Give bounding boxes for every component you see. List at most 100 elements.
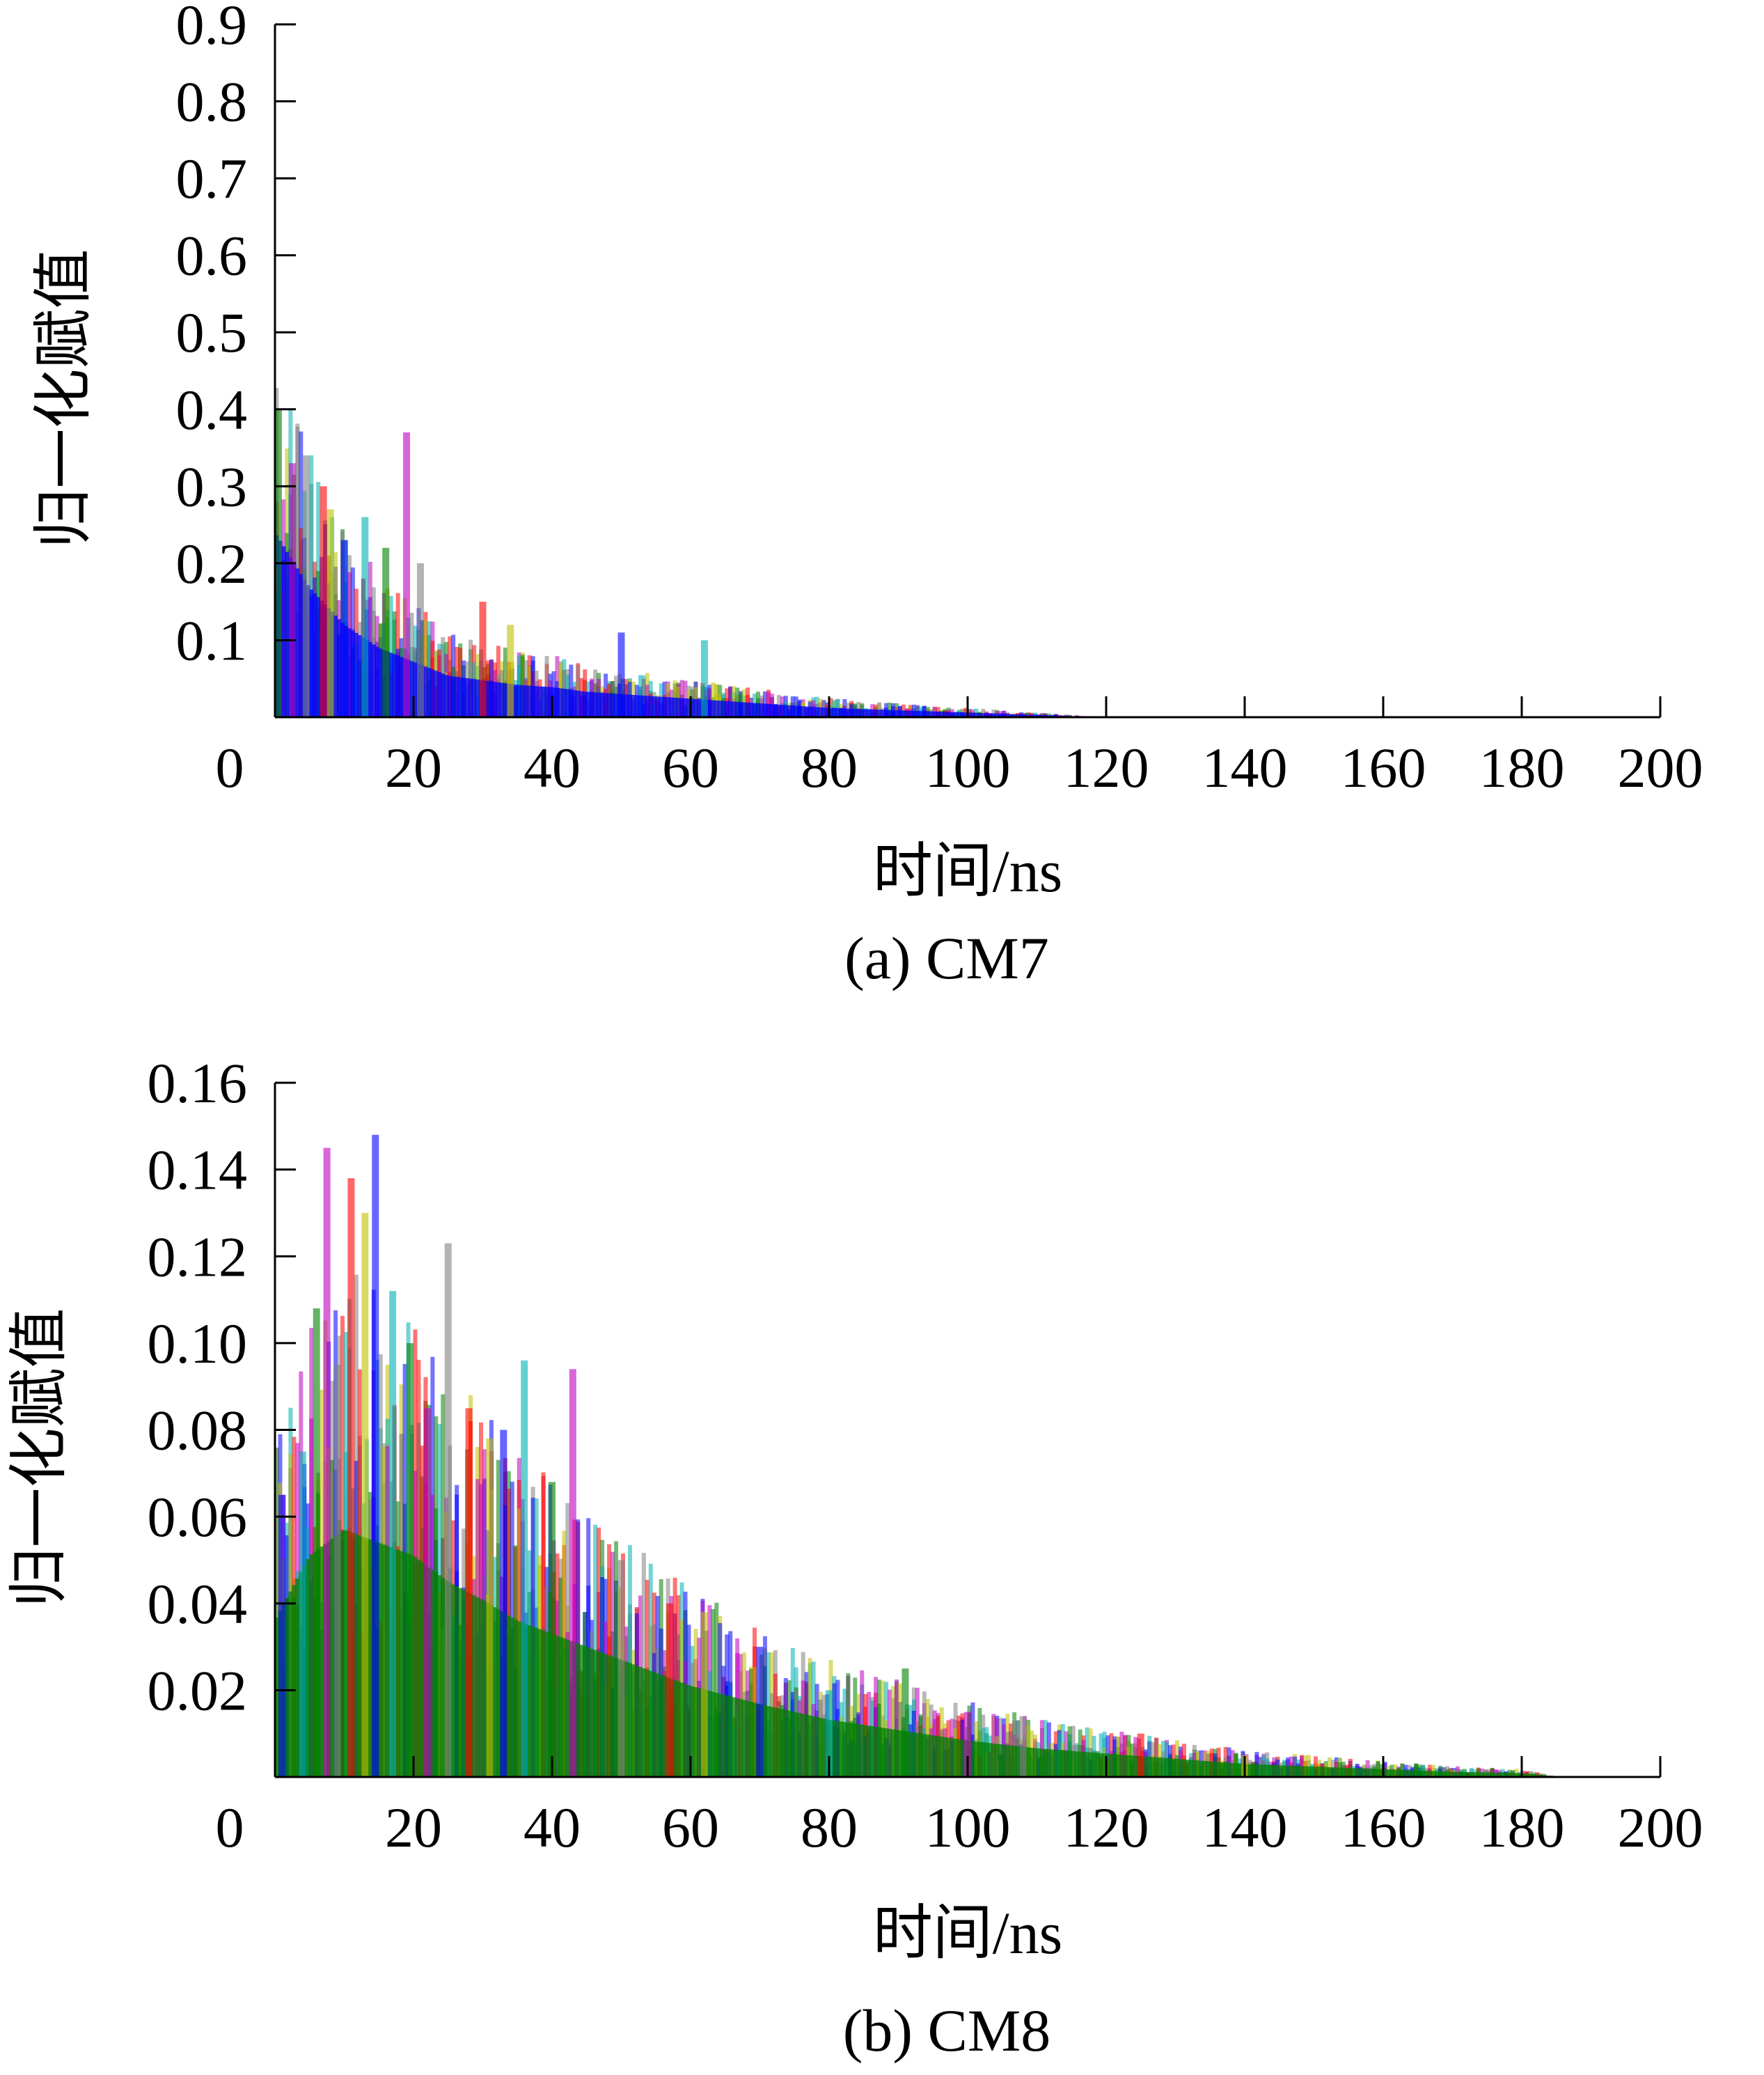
impulse-base-bar <box>659 696 663 717</box>
impulse-base-bar <box>600 693 605 717</box>
impulse-bar <box>544 656 549 717</box>
impulse-base-bar <box>897 1730 902 1777</box>
x-tick-label: 0 <box>216 736 244 799</box>
impulse-base-bar <box>462 678 466 717</box>
impulse-base-bar <box>655 696 660 717</box>
impulse-base-bar <box>895 710 899 717</box>
impulse-base-bar <box>1119 1755 1124 1777</box>
impulse-bar <box>1039 1720 1044 1777</box>
impulse-peak <box>617 632 625 717</box>
impulse-base-bar <box>943 1737 947 1777</box>
impulse-base-bar <box>1174 1759 1179 1777</box>
impulse-base-bar <box>1223 1762 1228 1777</box>
impulse-peak <box>700 1612 708 1777</box>
impulse-base-bar <box>641 695 646 717</box>
impulse-base-bar <box>939 1737 944 1777</box>
impulse-base-bar <box>666 697 670 717</box>
impulse-base-bar <box>1012 714 1017 717</box>
impulse-base-bar <box>648 1670 653 1777</box>
impulse-base-bar <box>676 1681 681 1777</box>
impulse-base-bar <box>1362 1768 1367 1777</box>
impulse-peak <box>361 517 369 717</box>
impulse-base-bar <box>576 690 581 717</box>
impulse-base-bar <box>686 698 691 717</box>
impulse-base-bar <box>1393 1769 1398 1777</box>
impulse-base-bar <box>832 1720 837 1777</box>
impulse-base-bar <box>645 696 649 717</box>
impulse-base-bar <box>1327 1767 1332 1777</box>
impulse-base-bar <box>1303 1766 1308 1777</box>
impulse-base-bar <box>856 709 861 717</box>
impulse-bar <box>842 698 847 717</box>
impulse-base-bar <box>749 703 754 717</box>
x-tick-label: 180 <box>1479 736 1565 799</box>
impulse-base-bar <box>583 691 588 717</box>
y-tick-label: 0.06 <box>148 1485 248 1549</box>
impulse-base-bar <box>1497 1772 1502 1777</box>
impulse-base-bar <box>340 1530 345 1777</box>
impulse-base-bar <box>839 1721 844 1777</box>
impulse-base-bar <box>981 1742 986 1777</box>
impulse-base-bar <box>569 689 574 717</box>
impulse-base-bar <box>1151 1757 1156 1777</box>
y-tick-label: 0.8 <box>176 70 248 134</box>
impulse-bar <box>1428 1764 1433 1777</box>
impulse-base-bar <box>814 1716 819 1777</box>
impulse-bar <box>1327 1757 1332 1777</box>
impulse-base-bar <box>399 657 404 717</box>
impulse-base-bar <box>1528 1773 1533 1777</box>
impulse-base-bar <box>814 707 819 717</box>
impulse-base-bar <box>981 713 986 717</box>
impulse-peak <box>323 1148 331 1777</box>
x-tick-label: 140 <box>1202 1796 1288 1859</box>
impulse-base-bar <box>787 1710 792 1777</box>
y-tick-label: 0.08 <box>148 1399 248 1462</box>
impulse-base-bar <box>611 1657 615 1777</box>
impulse-bar <box>814 696 819 717</box>
impulse-base-bar <box>1002 714 1007 717</box>
x-tick-label: 120 <box>1064 1796 1149 1859</box>
y-tick-label: 0.9 <box>176 0 248 56</box>
impulse-base-bar <box>780 705 785 717</box>
impulse-base-bar <box>375 646 379 717</box>
impulse-base-bar <box>1237 1763 1242 1777</box>
impulse-base-bar <box>1279 1765 1284 1777</box>
impulse-base-bar <box>728 1696 733 1777</box>
x-tick-label: 20 <box>385 736 442 799</box>
impulse-bar <box>897 1683 902 1777</box>
impulse-base-bar <box>801 1714 805 1777</box>
impulse-base-bar <box>451 676 456 717</box>
impulse-base-bar <box>1296 1766 1301 1777</box>
impulse-base-bar <box>1483 1772 1488 1777</box>
impulse-base-bar <box>849 1723 854 1777</box>
impulse-peak <box>372 1134 379 1777</box>
impulse-base-bar <box>811 1716 816 1777</box>
impulse-base-bar <box>895 1730 899 1777</box>
impulse-base-bar <box>1410 1770 1415 1777</box>
impulse-base-bar <box>808 706 812 717</box>
impulse-peak <box>569 1369 576 1777</box>
impulse-base-bar <box>430 669 435 717</box>
impulse-base-bar <box>773 1707 778 1777</box>
impulse-base-bar <box>1320 1767 1325 1777</box>
impulse-base-bar <box>451 1584 456 1777</box>
impulse-base-bar <box>1112 1754 1117 1777</box>
y-tick-label: 0.2 <box>176 532 248 595</box>
impulse-base-bar <box>1472 1772 1477 1777</box>
impulse-base-bar <box>998 713 1003 717</box>
impulse-base-bar <box>299 574 304 717</box>
impulse-base-bar <box>970 1741 975 1777</box>
impulse-base-bar <box>728 701 733 717</box>
impulse-base-bar <box>634 1666 639 1777</box>
impulse-base-bar <box>350 630 355 717</box>
impulse-base-bar <box>1272 1764 1277 1777</box>
impulse-bar <box>368 561 372 717</box>
impulse-base-bar <box>1386 1769 1391 1777</box>
impulse-base-bar <box>427 668 432 717</box>
impulse-base-bar <box>884 710 889 717</box>
impulse-peak <box>500 1430 507 1777</box>
impulse-base-bar <box>1372 1769 1377 1777</box>
impulse-base-bar <box>458 1588 463 1777</box>
impulse-base-bar <box>1486 1772 1491 1777</box>
impulse-base-bar <box>953 1739 958 1777</box>
